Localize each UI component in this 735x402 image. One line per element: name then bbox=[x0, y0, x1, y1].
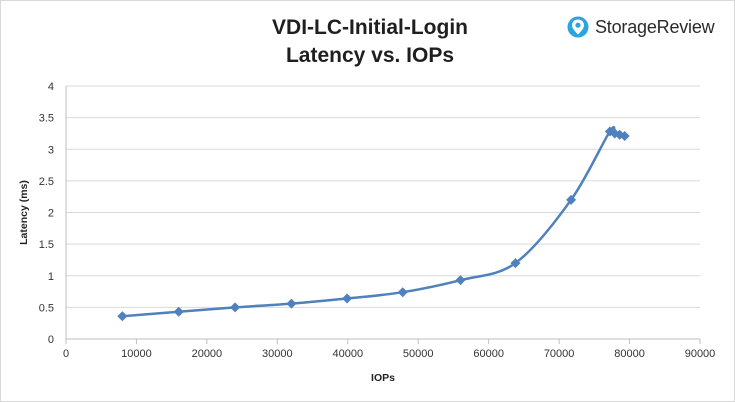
y-tick-label: 0 bbox=[48, 334, 54, 346]
y-tick-label: 2 bbox=[48, 208, 54, 220]
y-tick-label: 3 bbox=[48, 144, 54, 156]
data-point-marker bbox=[510, 258, 521, 269]
x-tick-label: 40000 bbox=[332, 348, 363, 360]
y-tick-label: 4 bbox=[48, 81, 54, 93]
x-tick-label: 30000 bbox=[262, 348, 293, 360]
data-markers bbox=[117, 126, 630, 322]
y-tick-label: 2.5 bbox=[39, 176, 54, 188]
data-point-marker bbox=[619, 130, 630, 141]
chart-title: VDI-LC-Initial-Login bbox=[272, 16, 468, 39]
y-tick-labels: 0 0.5 1 1.5 2 2.5 3 3.5 4 bbox=[39, 81, 54, 346]
x-tick-label: 50000 bbox=[403, 348, 434, 360]
data-point-marker bbox=[342, 293, 353, 304]
data-point-marker bbox=[286, 298, 297, 309]
data-point-marker bbox=[117, 311, 128, 322]
x-tick-label: 60000 bbox=[473, 348, 504, 360]
brand-logo: StorageReview bbox=[567, 14, 715, 40]
x-tick-label: 10000 bbox=[121, 348, 152, 360]
x-tick-label: 80000 bbox=[614, 348, 645, 360]
y-axis-label: Latency (ms) bbox=[18, 180, 30, 245]
y-tick-label: 1 bbox=[48, 271, 54, 283]
x-tick-label: 90000 bbox=[685, 348, 716, 360]
data-point-marker bbox=[455, 275, 466, 286]
series-line bbox=[122, 126, 625, 318]
brand-name: StorageReview bbox=[595, 16, 715, 37]
y-tick-label: 0.5 bbox=[39, 302, 54, 314]
storage-review-logo-icon bbox=[567, 16, 589, 38]
data-point-marker bbox=[397, 287, 408, 298]
data-point-marker bbox=[173, 306, 184, 317]
data-point-marker bbox=[230, 302, 241, 313]
x-tick-label: 0 bbox=[63, 348, 69, 360]
y-tick-label: 1.5 bbox=[39, 239, 54, 251]
chart-subtitle: Latency vs. IOPs bbox=[285, 44, 455, 67]
x-axis-label: IOPs bbox=[371, 372, 395, 384]
x-tick-labels: 0 10000 20000 30000 40000 50000 60000 70000 8000… bbox=[63, 348, 715, 360]
x-tick-label: 20000 bbox=[192, 348, 223, 360]
gridlines bbox=[66, 85, 700, 308]
data-point-marker bbox=[566, 194, 577, 205]
y-tick-label: 3.5 bbox=[39, 113, 54, 125]
axes bbox=[65, 86, 701, 344]
x-tick-label: 70000 bbox=[544, 348, 575, 360]
